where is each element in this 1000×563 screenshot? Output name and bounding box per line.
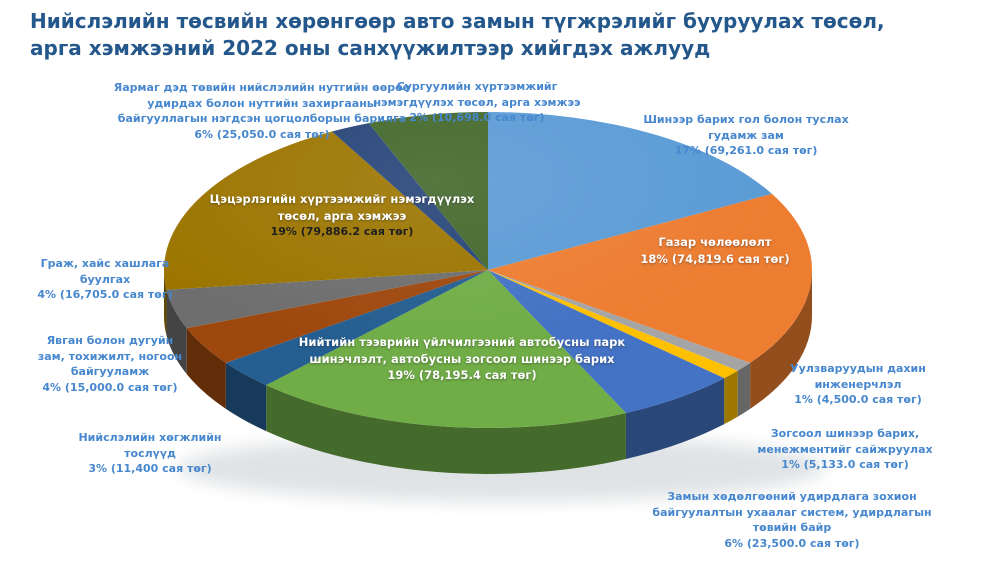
pie-highlight [164, 112, 812, 428]
pie-slice-side-8 [186, 328, 226, 409]
pie-slice-side-7 [225, 362, 267, 432]
pie-slice-side-9 [166, 289, 187, 375]
pie-slice-side-6 [266, 385, 626, 474]
pie-slice-side-5 [625, 378, 725, 459]
pie-slice-side-4 [724, 370, 738, 425]
chart-title: Нийслэлийн төсвийн хөрөнгөөр авто замын … [30, 9, 885, 60]
pie-slice-side-2 [750, 270, 812, 409]
pie-slice-side-10 [163, 270, 167, 336]
pie-slice-side-3 [737, 362, 751, 417]
